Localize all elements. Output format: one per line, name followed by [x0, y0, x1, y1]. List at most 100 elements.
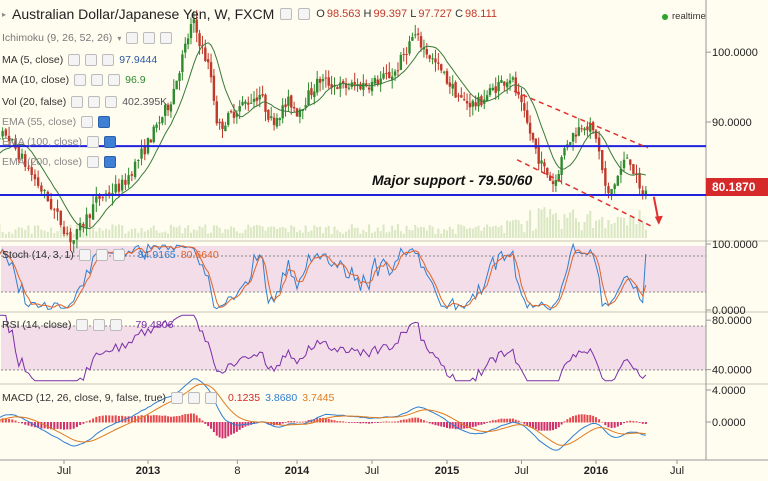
chevron-down-icon[interactable]: ▾ — [117, 33, 122, 43]
legend-ema100[interactable]: EMA (100, close) — [2, 136, 116, 148]
close-icon[interactable] — [108, 74, 121, 86]
collapse-icon[interactable]: ▸ — [2, 9, 7, 19]
volume-bar — [580, 230, 583, 238]
candle-body — [641, 190, 644, 195]
close-icon[interactable] — [112, 249, 125, 261]
candle-body — [204, 47, 207, 61]
volume-bar — [353, 228, 356, 238]
close-icon[interactable] — [204, 392, 217, 404]
eye-icon[interactable] — [86, 156, 99, 168]
eye-icon[interactable] — [170, 392, 183, 404]
candle-body — [40, 185, 43, 192]
candle-body — [396, 70, 400, 72]
volume-bar — [224, 228, 227, 238]
macd-histogram-bar — [468, 422, 471, 428]
close-icon[interactable] — [105, 96, 118, 108]
time-tick-label: Jul — [514, 465, 528, 477]
macd-histogram-bar — [428, 422, 431, 424]
candle-body — [30, 167, 33, 175]
candle-body — [20, 153, 24, 159]
macd-histogram-bar — [446, 422, 448, 428]
legend-ma5[interactable]: MA (5, close) 97.9444 — [2, 54, 158, 66]
settings-icon[interactable] — [280, 8, 293, 20]
eye-icon[interactable] — [81, 116, 94, 128]
legend-rsi[interactable]: RSI (14, close) 79.4806 — [2, 319, 174, 331]
settings-icon[interactable] — [103, 156, 116, 168]
settings-icon[interactable] — [93, 319, 106, 331]
candle-body — [557, 173, 560, 182]
eye-icon[interactable] — [78, 249, 91, 261]
close-icon[interactable] — [110, 319, 123, 331]
eye-icon[interactable] — [74, 74, 87, 86]
macd-histogram-bar — [82, 422, 85, 424]
settings-icon[interactable] — [143, 32, 156, 44]
signal-line — [0, 383, 646, 446]
eye-icon[interactable] — [76, 319, 89, 331]
macd-histogram-bar — [347, 422, 350, 423]
macd-histogram-bar — [293, 421, 296, 423]
volume-bar — [210, 232, 213, 238]
volume-bar — [411, 230, 414, 238]
eye-icon[interactable] — [71, 96, 84, 108]
macd-histogram-bar — [580, 414, 583, 423]
settings-icon[interactable] — [98, 116, 111, 128]
volume-bar — [514, 219, 517, 238]
macd-histogram-bar — [560, 422, 563, 425]
candle-body — [140, 148, 143, 159]
macd-histogram-bar — [514, 419, 517, 423]
volume-bar — [437, 228, 440, 238]
candle-body — [356, 84, 359, 86]
volume-bar — [529, 210, 532, 238]
legend-ichimoku[interactable]: Ichimoku (9, 26, 52, 26) ▾ — [2, 32, 173, 44]
settings-icon[interactable] — [187, 392, 200, 404]
volume-bar — [14, 229, 17, 238]
settings-icon[interactable] — [88, 96, 101, 108]
legend-vol[interactable]: Vol (20, false) 402.395K — [2, 96, 168, 108]
volume-bar — [287, 232, 290, 238]
close-icon[interactable] — [102, 54, 115, 66]
candle-body — [36, 177, 40, 186]
close-icon[interactable] — [160, 32, 173, 44]
volume-bar — [296, 231, 298, 238]
volume-bar — [336, 229, 339, 238]
volume-bar — [523, 232, 526, 238]
candle-body — [548, 175, 552, 181]
settings-icon[interactable] — [91, 74, 104, 86]
macd-histogram-bar — [4, 418, 7, 423]
macd-histogram-bar — [218, 422, 221, 438]
macd-histogram-bar — [155, 415, 158, 423]
volume-bar — [172, 226, 175, 238]
candle-body — [186, 38, 190, 45]
macd-histogram-bar — [552, 422, 555, 431]
volume-bar — [431, 226, 434, 238]
settings-icon[interactable] — [85, 54, 98, 66]
candle-body — [292, 106, 296, 109]
legend-stoch[interactable]: Stoch (14, 3, 1) 84.9165 80.6640 — [2, 249, 219, 261]
volume-bar — [316, 226, 319, 238]
legend-macd[interactable]: MACD (12, 26, close, 9, false, true) 0.12… — [2, 392, 335, 404]
candle-body — [62, 226, 66, 235]
settings-icon[interactable] — [95, 249, 108, 261]
macd-histogram-bar — [623, 422, 626, 424]
eye-icon[interactable] — [86, 136, 99, 148]
eye-icon[interactable] — [126, 32, 139, 44]
volume-bar — [247, 224, 250, 238]
eye-icon[interactable] — [68, 54, 81, 66]
legend-ema200[interactable]: EMA (200, close) — [2, 156, 116, 168]
close-icon[interactable] — [298, 8, 311, 20]
candle-body — [284, 104, 287, 108]
volume-bar — [517, 220, 520, 238]
volume-bar — [267, 227, 270, 238]
macd-histogram-bar — [184, 414, 187, 423]
volume-bar — [21, 227, 23, 238]
candle-body — [560, 157, 563, 175]
settings-icon[interactable] — [103, 136, 116, 148]
legend-ma10[interactable]: MA (10, close) 96.9 — [2, 74, 146, 86]
candle-body — [281, 105, 284, 119]
candle-body — [471, 100, 474, 107]
time-tick-label: 8 — [234, 465, 240, 477]
legend-ema55[interactable]: EMA (55, close) — [2, 116, 111, 128]
macd-histogram-bar — [460, 422, 463, 429]
volume-bar — [167, 233, 170, 238]
